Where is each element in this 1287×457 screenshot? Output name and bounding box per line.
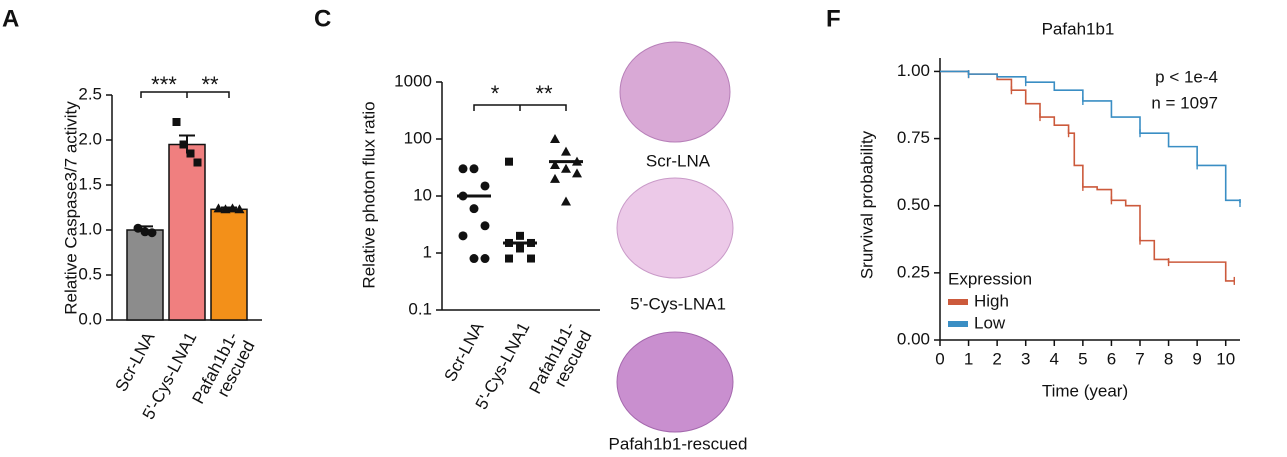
y-axis-label: Srurvival probability (857, 130, 876, 279)
x-tick-label: 4 (1050, 349, 1059, 368)
y-tick-label: 0.5 (78, 264, 102, 283)
y-tick-label: 0.50 (897, 195, 930, 214)
y-tick-label: 1.00 (897, 61, 930, 80)
data-point (505, 157, 513, 166)
data-point (458, 164, 468, 174)
y-tick-label: 0.25 (897, 262, 930, 281)
image-label: 5'-Cys-LNA1 (630, 294, 726, 313)
bar (168, 143, 206, 321)
data-point (172, 118, 181, 126)
y-tick-label: 2.0 (78, 129, 102, 148)
annotation: *** (151, 72, 177, 97)
x-tick-label: 5 (1078, 349, 1087, 368)
data-point (480, 221, 490, 231)
data-point (458, 231, 468, 241)
legend-label: High (974, 291, 1009, 310)
x-tick-label: 1 (964, 349, 973, 368)
data-point (213, 203, 224, 213)
significance-bracket (473, 104, 567, 111)
legend-label: Low (974, 313, 1006, 332)
data-point (234, 204, 245, 214)
y-tick-label: 0.0 (78, 309, 102, 328)
panel-label: F (826, 5, 841, 32)
data-point (505, 254, 513, 263)
data-point (527, 254, 535, 263)
data-point (516, 231, 524, 240)
image-label: Pafah1b1-rescued (609, 434, 748, 453)
annotation: n = 1097 (1151, 93, 1218, 112)
data-point (561, 196, 571, 206)
chart-title: Pafah1b1 (1042, 19, 1115, 38)
survival-curve (940, 70, 1241, 204)
y-tick-label: 1000 (394, 71, 432, 90)
panel-label: C (314, 5, 331, 32)
tissue-image (619, 41, 731, 143)
x-axis-label: Time (year) (1042, 381, 1128, 400)
y-tick-label: 1.0 (78, 219, 102, 238)
tissue-image (616, 177, 734, 279)
legend-title: Expression (948, 269, 1032, 288)
x-tick-label: 2 (992, 349, 1001, 368)
data-point (469, 204, 479, 214)
data-point (179, 140, 188, 149)
data-point (480, 181, 490, 191)
x-tick-label: Scr-LNA (112, 328, 159, 394)
significance-bracket (140, 91, 230, 98)
data-point (550, 134, 560, 143)
y-tick-label: 1 (423, 242, 432, 261)
y-axis-label: Relative Caspase3/7 activity (61, 101, 80, 315)
x-tick-label: 0 (935, 349, 944, 368)
x-tick-label: Scr-LNA (441, 318, 488, 384)
annotation: ** (201, 72, 219, 97)
x-tick-label: Pafah1b1-rescued (526, 319, 596, 406)
survival-curve (940, 70, 1235, 282)
data-point (561, 146, 571, 156)
data-point (193, 158, 202, 167)
data-point (469, 254, 479, 264)
data-point (469, 164, 479, 174)
data-point (186, 149, 195, 158)
x-tick-label: 9 (1192, 349, 1201, 368)
y-tick-label: 10 (413, 185, 432, 204)
x-tick-label: 6 (1107, 349, 1116, 368)
y-tick-label: 100 (404, 128, 432, 147)
image-label: Scr-LNA (646, 151, 711, 170)
bar (126, 229, 164, 321)
y-tick-label: 1.5 (78, 174, 102, 193)
data-point (516, 244, 524, 253)
bar (210, 208, 248, 321)
histology (616, 41, 734, 433)
data-point (220, 204, 231, 214)
data-point (550, 173, 560, 183)
data-point (227, 203, 238, 213)
x-tick-label: Pafah1b1-rescued (189, 329, 259, 416)
y-tick-label: 2.5 (78, 84, 102, 103)
data-point (480, 254, 490, 264)
y-tick-label: 0.1 (408, 299, 432, 318)
data-point (550, 159, 560, 169)
data-point (133, 223, 143, 233)
y-tick-label: 0.00 (897, 329, 930, 348)
x-tick-label: 3 (1021, 349, 1030, 368)
annotation: p < 1e-4 (1155, 67, 1218, 86)
annotation: ** (535, 81, 553, 106)
data-point (140, 227, 150, 237)
data-point (147, 228, 157, 238)
panel-label: A (2, 5, 19, 32)
y-tick-label: 0.75 (897, 128, 930, 147)
annotation: * (491, 81, 500, 106)
data-point (561, 163, 571, 173)
tissue-image (616, 331, 734, 433)
y-axis-label: Relative photon flux ratio (359, 101, 378, 288)
x-tick-label: 10 (1216, 349, 1235, 368)
x-tick-label: 8 (1164, 349, 1173, 368)
x-tick-label: 7 (1135, 349, 1144, 368)
data-point (572, 168, 582, 178)
